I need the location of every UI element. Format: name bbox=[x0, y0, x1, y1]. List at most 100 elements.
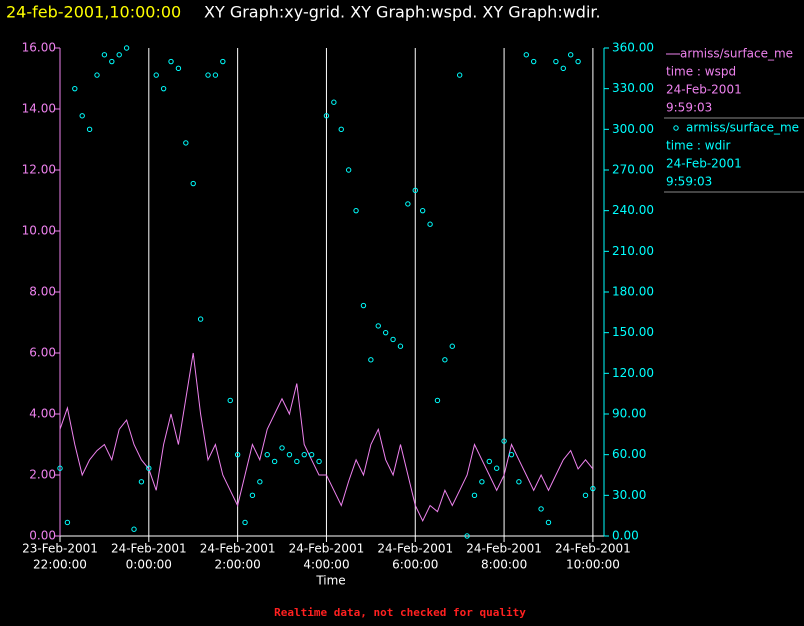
data-point bbox=[294, 458, 300, 465]
data-point bbox=[516, 479, 522, 485]
footnote: Realtime data, not checked for quality bbox=[274, 606, 526, 619]
y2-tick-label: 60.00 bbox=[612, 447, 646, 461]
data-point bbox=[64, 519, 71, 526]
data-point bbox=[442, 357, 448, 363]
y2-tick-label: 0.00 bbox=[612, 529, 639, 543]
data-point bbox=[79, 113, 85, 119]
legend-text: 9:59:03 bbox=[666, 175, 712, 189]
y-tick-label: 2.00 bbox=[29, 468, 56, 482]
data-point bbox=[190, 180, 196, 187]
data-point bbox=[116, 52, 122, 58]
x-tick-label: 24-Feb-2001 bbox=[377, 542, 453, 556]
legend-name: armiss/surface_me bbox=[680, 47, 793, 61]
y2-tick-label: 90.00 bbox=[612, 407, 646, 421]
y2-tick-label: 180.00 bbox=[612, 285, 654, 299]
x-tick-label: 2:00:00 bbox=[214, 558, 260, 572]
x-tick-label: 10:00:00 bbox=[566, 558, 620, 572]
data-point bbox=[419, 207, 426, 214]
legend-text: time : wspd bbox=[666, 65, 736, 79]
data-point bbox=[308, 451, 315, 458]
legend-text: 24-Feb-2001 bbox=[666, 157, 742, 171]
y-tick-label: 4.00 bbox=[29, 407, 56, 421]
y2-tick-label: 30.00 bbox=[612, 488, 646, 502]
y2-tick-label: 120.00 bbox=[612, 366, 654, 380]
y-tick-label: 14.00 bbox=[22, 102, 56, 116]
x-tick-label: 23-Feb-2001 bbox=[22, 542, 98, 556]
y2-tick-label: 210.00 bbox=[612, 244, 654, 258]
y2-tick-label: 150.00 bbox=[612, 325, 654, 339]
chart-title: XY Graph:xy-grid. XY Graph:wspd. XY Grap… bbox=[204, 3, 601, 22]
data-line bbox=[59, 352, 594, 522]
x-tick-label: 24-Feb-2001 bbox=[289, 542, 365, 556]
data-point bbox=[464, 533, 470, 539]
x-tick-label: 0:00:00 bbox=[126, 558, 172, 572]
data-point bbox=[353, 207, 359, 214]
data-point bbox=[434, 397, 441, 404]
legend-text: 9:59:03 bbox=[666, 101, 712, 115]
data-point bbox=[72, 85, 78, 92]
x-tick-label: 24-Feb-2001 bbox=[466, 542, 542, 556]
data-point bbox=[146, 465, 152, 471]
title-time: 24-feb-2001,10:00:00 bbox=[6, 3, 181, 22]
data-point bbox=[227, 397, 233, 404]
data-point bbox=[375, 323, 381, 329]
data-point bbox=[471, 492, 478, 499]
data-point bbox=[530, 58, 537, 65]
legend-name: armiss/surface_me bbox=[686, 121, 799, 135]
data-point bbox=[582, 492, 589, 499]
y-tick-label: 6.00 bbox=[29, 346, 56, 360]
y2-tick-label: 330.00 bbox=[612, 81, 654, 95]
data-point bbox=[412, 187, 418, 194]
data-point bbox=[486, 458, 492, 465]
data-point bbox=[220, 58, 226, 65]
y-tick-label: 0.00 bbox=[29, 529, 56, 543]
data-point bbox=[560, 65, 566, 72]
data-point bbox=[316, 458, 322, 465]
x-tick-label: 24-Feb-2001 bbox=[111, 542, 187, 556]
data-point bbox=[286, 451, 293, 458]
data-point bbox=[479, 479, 485, 485]
data-point bbox=[160, 85, 167, 92]
data-point bbox=[590, 485, 596, 492]
data-point bbox=[427, 221, 433, 227]
y-tick-label: 16.00 bbox=[22, 41, 56, 55]
data-point bbox=[183, 140, 189, 146]
data-point bbox=[382, 329, 389, 336]
data-point bbox=[101, 52, 108, 58]
data-point bbox=[390, 336, 396, 343]
data-point bbox=[249, 492, 256, 499]
x-tick-label: 24-Feb-2001 bbox=[200, 542, 276, 556]
data-point bbox=[264, 451, 270, 458]
data-point bbox=[449, 343, 455, 349]
x-tick-label: 6:00:00 bbox=[392, 558, 438, 572]
data-point bbox=[345, 167, 352, 173]
data-point bbox=[456, 72, 463, 78]
data-point bbox=[538, 506, 544, 512]
data-point bbox=[338, 126, 344, 133]
data-point bbox=[242, 519, 248, 526]
data-point bbox=[86, 126, 93, 133]
x-tick-label: 22:00:00 bbox=[33, 558, 87, 572]
data-point bbox=[279, 445, 285, 451]
y-tick-label: 12.00 bbox=[22, 163, 56, 177]
y2-tick-label: 240.00 bbox=[612, 203, 654, 217]
data-point bbox=[331, 99, 337, 105]
y2-tick-label: 360.00 bbox=[612, 41, 654, 55]
data-point bbox=[212, 72, 219, 78]
data-point bbox=[57, 465, 63, 471]
data-point bbox=[575, 58, 581, 65]
data-point bbox=[109, 58, 115, 65]
data-point bbox=[553, 58, 559, 65]
y2-tick-label: 270.00 bbox=[612, 163, 654, 177]
data-point bbox=[234, 451, 241, 458]
x-tick-label: 24-Feb-2001 bbox=[555, 542, 631, 556]
x-tick-label: 4:00:00 bbox=[303, 558, 349, 572]
data-point bbox=[175, 65, 182, 72]
data-point bbox=[523, 52, 529, 58]
y-tick-label: 10.00 bbox=[22, 224, 56, 238]
legend-text: 24-Feb-2001 bbox=[666, 83, 742, 97]
data-point bbox=[153, 72, 159, 78]
data-point bbox=[271, 458, 278, 465]
